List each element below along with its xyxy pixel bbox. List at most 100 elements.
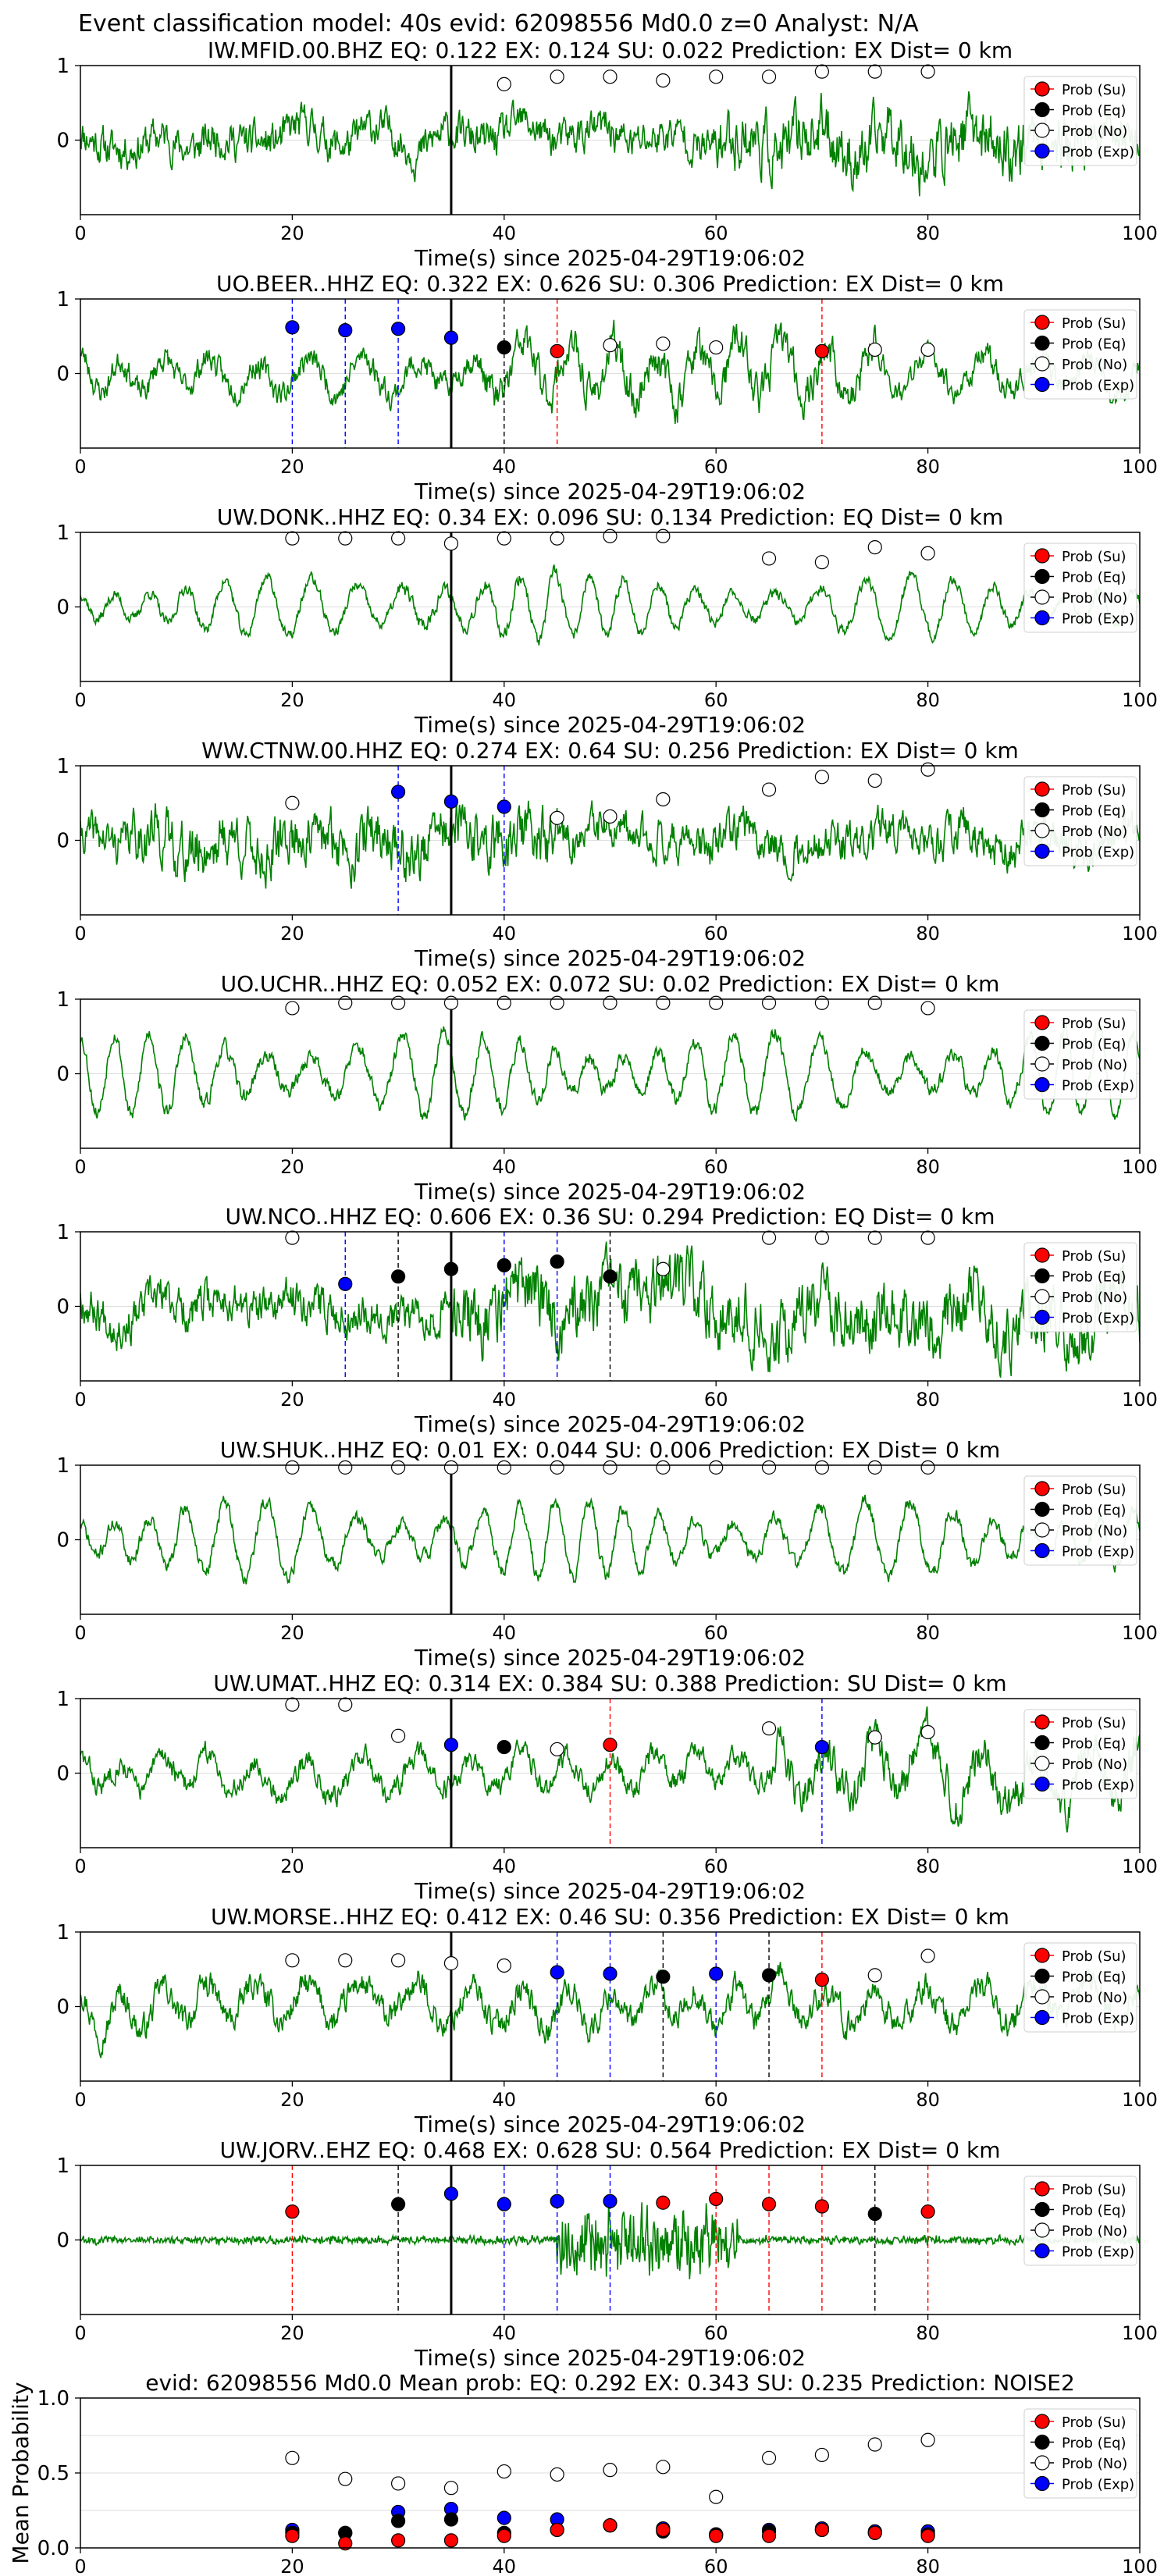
- legend-label: Prob (Exp): [1062, 2011, 1134, 2027]
- legend-label: Prob (Su): [1062, 1715, 1127, 1731]
- prob-marker-su: [709, 2191, 724, 2207]
- legend-label: Prob (Su): [1062, 1948, 1127, 1965]
- prob-marker-no: [656, 995, 671, 1010]
- legend-marker: [1034, 589, 1050, 605]
- legend-item-no: Prob (No): [1030, 2455, 1127, 2472]
- mean-prob-point-no: [761, 2450, 777, 2465]
- legend-marker: [1034, 610, 1050, 626]
- x-tick-label: 80: [916, 456, 940, 478]
- legend-label: Prob (Exp): [1062, 2244, 1134, 2261]
- prob-marker-su: [814, 1973, 830, 1987]
- prob-marker-no: [391, 1953, 406, 1968]
- legend-label: Prob (Exp): [1062, 1777, 1134, 1794]
- legend-item-no: Prob (No): [1030, 2222, 1127, 2240]
- prob-marker-exp: [709, 1966, 724, 1981]
- x-axis-label: Time(s) since 2025-04-29T19:06:02: [414, 2345, 806, 2371]
- prob-marker-su: [656, 2195, 671, 2210]
- prob-marker-no: [497, 531, 511, 546]
- mean-prob-point-su: [920, 2528, 935, 2543]
- legend-label: Prob (Eq): [1062, 570, 1127, 586]
- legend-label: Prob (Eq): [1062, 2435, 1127, 2452]
- legend-label: Prob (No): [1062, 123, 1127, 140]
- legend-item-su: Prob (Su): [1030, 1714, 1127, 1731]
- legend-item-eq: Prob (Eq): [1030, 1035, 1127, 1053]
- x-tick-label: 0: [74, 1856, 86, 1877]
- legend-item-exp: Prob (Exp): [1030, 376, 1134, 394]
- legend-box: [1023, 1942, 1137, 2033]
- mean-prob-point-no: [391, 2476, 406, 2491]
- x-tick-label: 60: [704, 2322, 728, 2344]
- prob-marker-no: [814, 1460, 830, 1475]
- prob-marker-no: [814, 995, 830, 1010]
- mean-prob-point-no: [443, 2481, 459, 2496]
- legend-item-su: Prob (Su): [1030, 315, 1127, 332]
- legend-marker: [1034, 1968, 1050, 1984]
- x-tick-label: 40: [493, 1856, 517, 1877]
- legend-marker: [1034, 2222, 1050, 2238]
- x-axis-label: Time(s) since 2025-04-29T19:06:02: [414, 1645, 806, 1670]
- mean-prob-point-no: [656, 2460, 671, 2475]
- prob-marker-no: [603, 69, 618, 84]
- legend-item-su: Prob (Su): [1030, 2181, 1127, 2198]
- prob-marker-exp: [497, 2197, 511, 2211]
- prob-marker-no: [920, 342, 935, 358]
- legend-item-no: Prob (No): [1030, 1989, 1127, 2006]
- y-tick-label: 1: [56, 2154, 69, 2178]
- x-tick-label: 40: [493, 1389, 517, 1411]
- legend-marker: [1034, 1076, 1050, 1093]
- legend-marker: [1034, 2181, 1050, 2197]
- legend-marker: [1034, 1035, 1050, 1051]
- legend-label: Prob (Eq): [1062, 1503, 1127, 1519]
- legend-box: [1023, 2176, 1137, 2266]
- legend-marker: [1034, 335, 1050, 351]
- waveform-trace: [80, 1241, 1140, 1378]
- panels-container: IW.MFID.00.BHZ EQ: 0.122 EX: 0.124 SU: 0…: [8, 37, 1158, 2576]
- x-tick-label: 80: [916, 1856, 940, 1877]
- mean-prob-point-no: [285, 2450, 300, 2465]
- prob-marker-no: [656, 336, 671, 351]
- prob-marker-no: [867, 539, 882, 555]
- prob-marker-no: [920, 1724, 935, 1740]
- y-tick-label: 0.0: [37, 2537, 69, 2560]
- x-tick-label: 20: [280, 2322, 304, 2344]
- panel-title: UW.NCO..HHZ EQ: 0.606 EX: 0.36 SU: 0.294…: [225, 1204, 995, 1229]
- prob-marker-no: [550, 810, 564, 825]
- prob-marker-no: [920, 762, 935, 777]
- panel-title: UW.JORV..EHZ EQ: 0.468 EX: 0.628 SU: 0.5…: [220, 2137, 1001, 2163]
- prob-marker-no: [920, 546, 935, 560]
- prob-marker-no: [550, 1742, 564, 1757]
- x-tick-label: 20: [280, 1156, 304, 1178]
- mean-prob-point-su: [391, 2533, 406, 2548]
- prob-marker-su: [285, 2204, 300, 2219]
- x-tick-label: 0: [74, 923, 86, 945]
- x-tick-label: 0: [74, 689, 86, 711]
- legend-item-exp: Prob (Exp): [1030, 1542, 1134, 1560]
- x-tick-label: 60: [704, 1622, 728, 1644]
- x-tick-label: 40: [493, 222, 517, 244]
- y-tick-label: 0: [56, 363, 69, 386]
- x-tick-label: 80: [916, 1622, 940, 1644]
- x-axis-label: Time(s) since 2025-04-29T19:06:02: [414, 945, 806, 971]
- legend-item-eq: Prob (Eq): [1030, 2434, 1127, 2452]
- x-tick-label: 80: [916, 689, 940, 711]
- y-tick-label: 1: [56, 755, 69, 778]
- mean-prob-point-exp: [497, 2510, 511, 2525]
- legend-item-no: Prob (No): [1030, 1522, 1127, 1539]
- legend-marker: [1034, 2201, 1050, 2218]
- legend-label: Prob (Exp): [1062, 1078, 1134, 1094]
- x-axis-label: Time(s) since 2025-04-29T19:06:02: [414, 712, 806, 738]
- legend-item-su: Prob (Su): [1030, 781, 1127, 799]
- prob-marker-no: [867, 1460, 882, 1475]
- legend-label: Prob (Eq): [1062, 1736, 1127, 1752]
- prob-marker-eq: [391, 1269, 406, 1284]
- x-tick-label: 40: [493, 2322, 517, 2344]
- legend-item-exp: Prob (Exp): [1030, 1309, 1134, 1327]
- x-tick-label: 20: [280, 2556, 304, 2576]
- legend-marker: [1034, 101, 1050, 118]
- legend-marker: [1034, 1247, 1050, 1263]
- legend-item-su: Prob (Su): [1030, 81, 1127, 98]
- x-tick-label: 100: [1122, 2556, 1158, 2576]
- legend-marker: [1034, 1542, 1050, 1559]
- prob-marker-no: [285, 795, 300, 810]
